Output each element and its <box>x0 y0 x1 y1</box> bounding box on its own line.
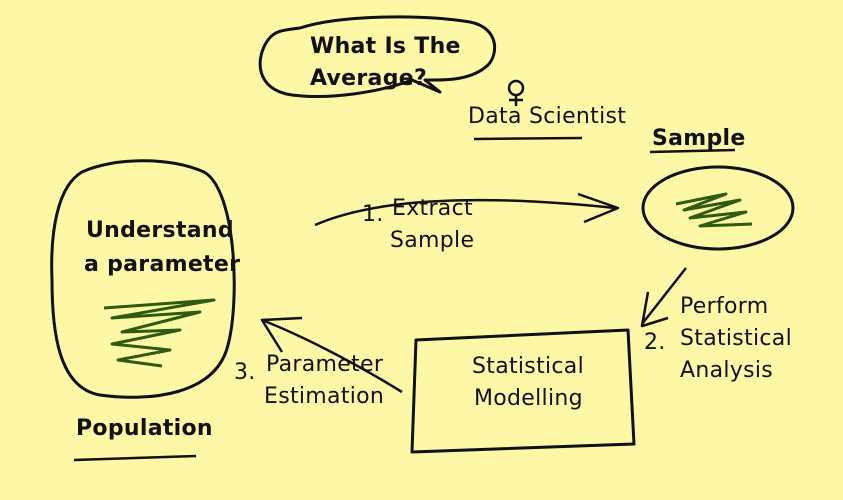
population-scribble <box>103 298 216 368</box>
extract-step-line2: Sample <box>390 228 475 253</box>
estimation-step-number: 3. <box>234 360 256 385</box>
speech-bubble-line2: Average? <box>310 66 428 91</box>
modelling-line2: Modelling <box>474 386 583 411</box>
sample-underline <box>649 148 736 154</box>
extract-arrow <box>314 198 616 227</box>
modelling-box <box>410 328 636 454</box>
sample-ellipse <box>641 165 795 251</box>
analysis-arrow-head <box>640 291 669 328</box>
estimation-step-line1: Parameter <box>266 352 384 377</box>
modelling-line1: Statistical <box>472 354 585 379</box>
analysis-step-line3: Analysis <box>680 358 774 383</box>
population-label: Population <box>76 416 213 441</box>
analysis-arrow <box>641 267 687 325</box>
data-scientist-label: Data Scientist <box>468 104 627 129</box>
population-underline <box>73 454 197 462</box>
sample-label: Sample <box>652 126 746 151</box>
analysis-step-line2: Statistical <box>680 326 793 351</box>
extract-step-number: 1. <box>362 202 384 227</box>
data-scientist-underline <box>473 136 583 141</box>
estimation-arrow <box>261 318 403 394</box>
estimation-arrow-head <box>260 316 303 353</box>
data-scientist-figure-icon <box>507 79 525 106</box>
estimation-step-line2: Estimation <box>264 384 385 409</box>
sample-scribble <box>675 192 753 228</box>
population-oval <box>50 159 236 399</box>
population-line1: Understand <box>86 218 234 243</box>
analysis-step-line1: Perform <box>680 294 769 319</box>
speech-bubble-line1: What Is The <box>310 34 461 59</box>
population-line2: a parameter <box>84 252 241 277</box>
extract-step-line1: Extract <box>392 196 473 221</box>
speech-bubble-outline <box>258 15 496 98</box>
analysis-step-number: 2. <box>644 330 666 355</box>
extract-arrow-head <box>577 192 620 224</box>
